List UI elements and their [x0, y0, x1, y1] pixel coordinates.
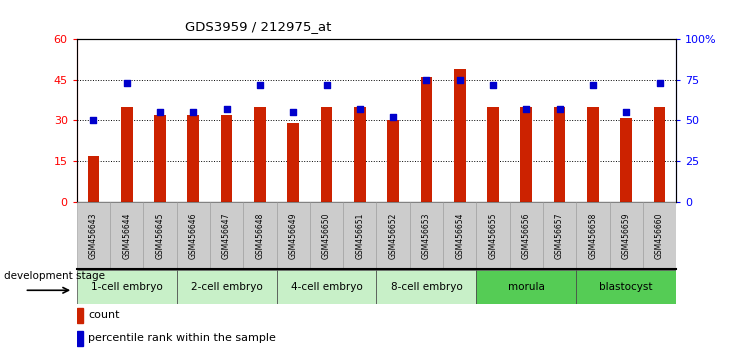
Point	[221, 106, 232, 112]
Bar	[587, 107, 599, 202]
Bar	[543, 202, 576, 269]
Bar	[477, 202, 510, 269]
Bar	[376, 270, 477, 304]
Text: GSM456645: GSM456645	[156, 212, 164, 259]
Bar	[321, 107, 333, 202]
Text: 4-cell embryo: 4-cell embryo	[291, 282, 363, 292]
Point	[287, 109, 299, 115]
Bar	[510, 202, 543, 269]
Text: GSM456644: GSM456644	[122, 212, 131, 259]
Text: GSM456652: GSM456652	[389, 212, 398, 259]
Text: 2-cell embryo: 2-cell embryo	[191, 282, 262, 292]
Bar	[420, 77, 432, 202]
Bar	[110, 202, 143, 269]
Bar	[477, 270, 576, 304]
Text: GSM456656: GSM456656	[522, 212, 531, 259]
Point	[487, 82, 499, 87]
Point	[621, 109, 632, 115]
Bar	[177, 202, 210, 269]
Text: blastocyst: blastocyst	[599, 282, 653, 292]
Point	[154, 109, 166, 115]
Text: GSM456650: GSM456650	[322, 212, 331, 259]
Bar	[376, 202, 410, 269]
Bar	[77, 202, 110, 269]
Bar	[654, 107, 665, 202]
Text: GSM456649: GSM456649	[289, 212, 298, 259]
Bar	[121, 107, 132, 202]
Text: count: count	[88, 310, 120, 320]
Point	[321, 82, 333, 87]
Bar	[276, 270, 376, 304]
Point	[554, 106, 566, 112]
Text: percentile rank within the sample: percentile rank within the sample	[88, 333, 276, 343]
Bar	[254, 107, 266, 202]
Point	[520, 106, 532, 112]
Bar	[610, 202, 643, 269]
Bar	[354, 107, 366, 202]
Bar	[177, 270, 276, 304]
Bar	[310, 202, 343, 269]
Text: GSM456655: GSM456655	[488, 212, 498, 259]
Text: GSM456657: GSM456657	[555, 212, 564, 259]
Text: GSM456648: GSM456648	[255, 212, 265, 259]
Point	[654, 80, 665, 86]
Bar	[243, 202, 276, 269]
Point	[187, 109, 199, 115]
Bar	[621, 118, 632, 202]
Text: development stage: development stage	[4, 271, 105, 281]
Point	[420, 77, 432, 82]
Bar	[387, 120, 399, 202]
Text: GDS3959 / 212975_at: GDS3959 / 212975_at	[185, 20, 331, 33]
Bar	[88, 156, 99, 202]
Point	[587, 82, 599, 87]
Text: GSM456651: GSM456651	[355, 212, 364, 259]
Text: 1-cell embryo: 1-cell embryo	[91, 282, 162, 292]
Bar	[187, 115, 199, 202]
Bar	[287, 123, 299, 202]
Bar	[77, 331, 83, 346]
Bar	[276, 202, 310, 269]
Bar	[554, 107, 566, 202]
Bar	[487, 107, 499, 202]
Text: GSM456659: GSM456659	[622, 212, 631, 259]
Bar	[343, 202, 376, 269]
Text: GSM456643: GSM456643	[89, 212, 98, 259]
Text: GSM456660: GSM456660	[655, 212, 664, 259]
Bar	[221, 115, 232, 202]
Point	[454, 77, 466, 82]
Text: GSM456653: GSM456653	[422, 212, 431, 259]
Bar	[143, 202, 177, 269]
Text: 8-cell embryo: 8-cell embryo	[390, 282, 462, 292]
Point	[254, 82, 266, 87]
Bar	[443, 202, 477, 269]
Bar	[77, 308, 83, 323]
Bar	[576, 202, 610, 269]
Text: GSM456646: GSM456646	[189, 212, 198, 259]
Bar	[643, 202, 676, 269]
Bar	[576, 270, 676, 304]
Text: GSM456658: GSM456658	[588, 212, 597, 259]
Text: GSM456647: GSM456647	[222, 212, 231, 259]
Bar	[520, 107, 532, 202]
Text: morula: morula	[508, 282, 545, 292]
Point	[354, 106, 366, 112]
Bar	[454, 69, 466, 202]
Bar	[77, 270, 177, 304]
Text: GSM456654: GSM456654	[455, 212, 464, 259]
Bar	[210, 202, 243, 269]
Point	[88, 118, 99, 123]
Point	[387, 114, 399, 120]
Bar	[154, 115, 166, 202]
Point	[121, 80, 132, 86]
Bar	[410, 202, 443, 269]
